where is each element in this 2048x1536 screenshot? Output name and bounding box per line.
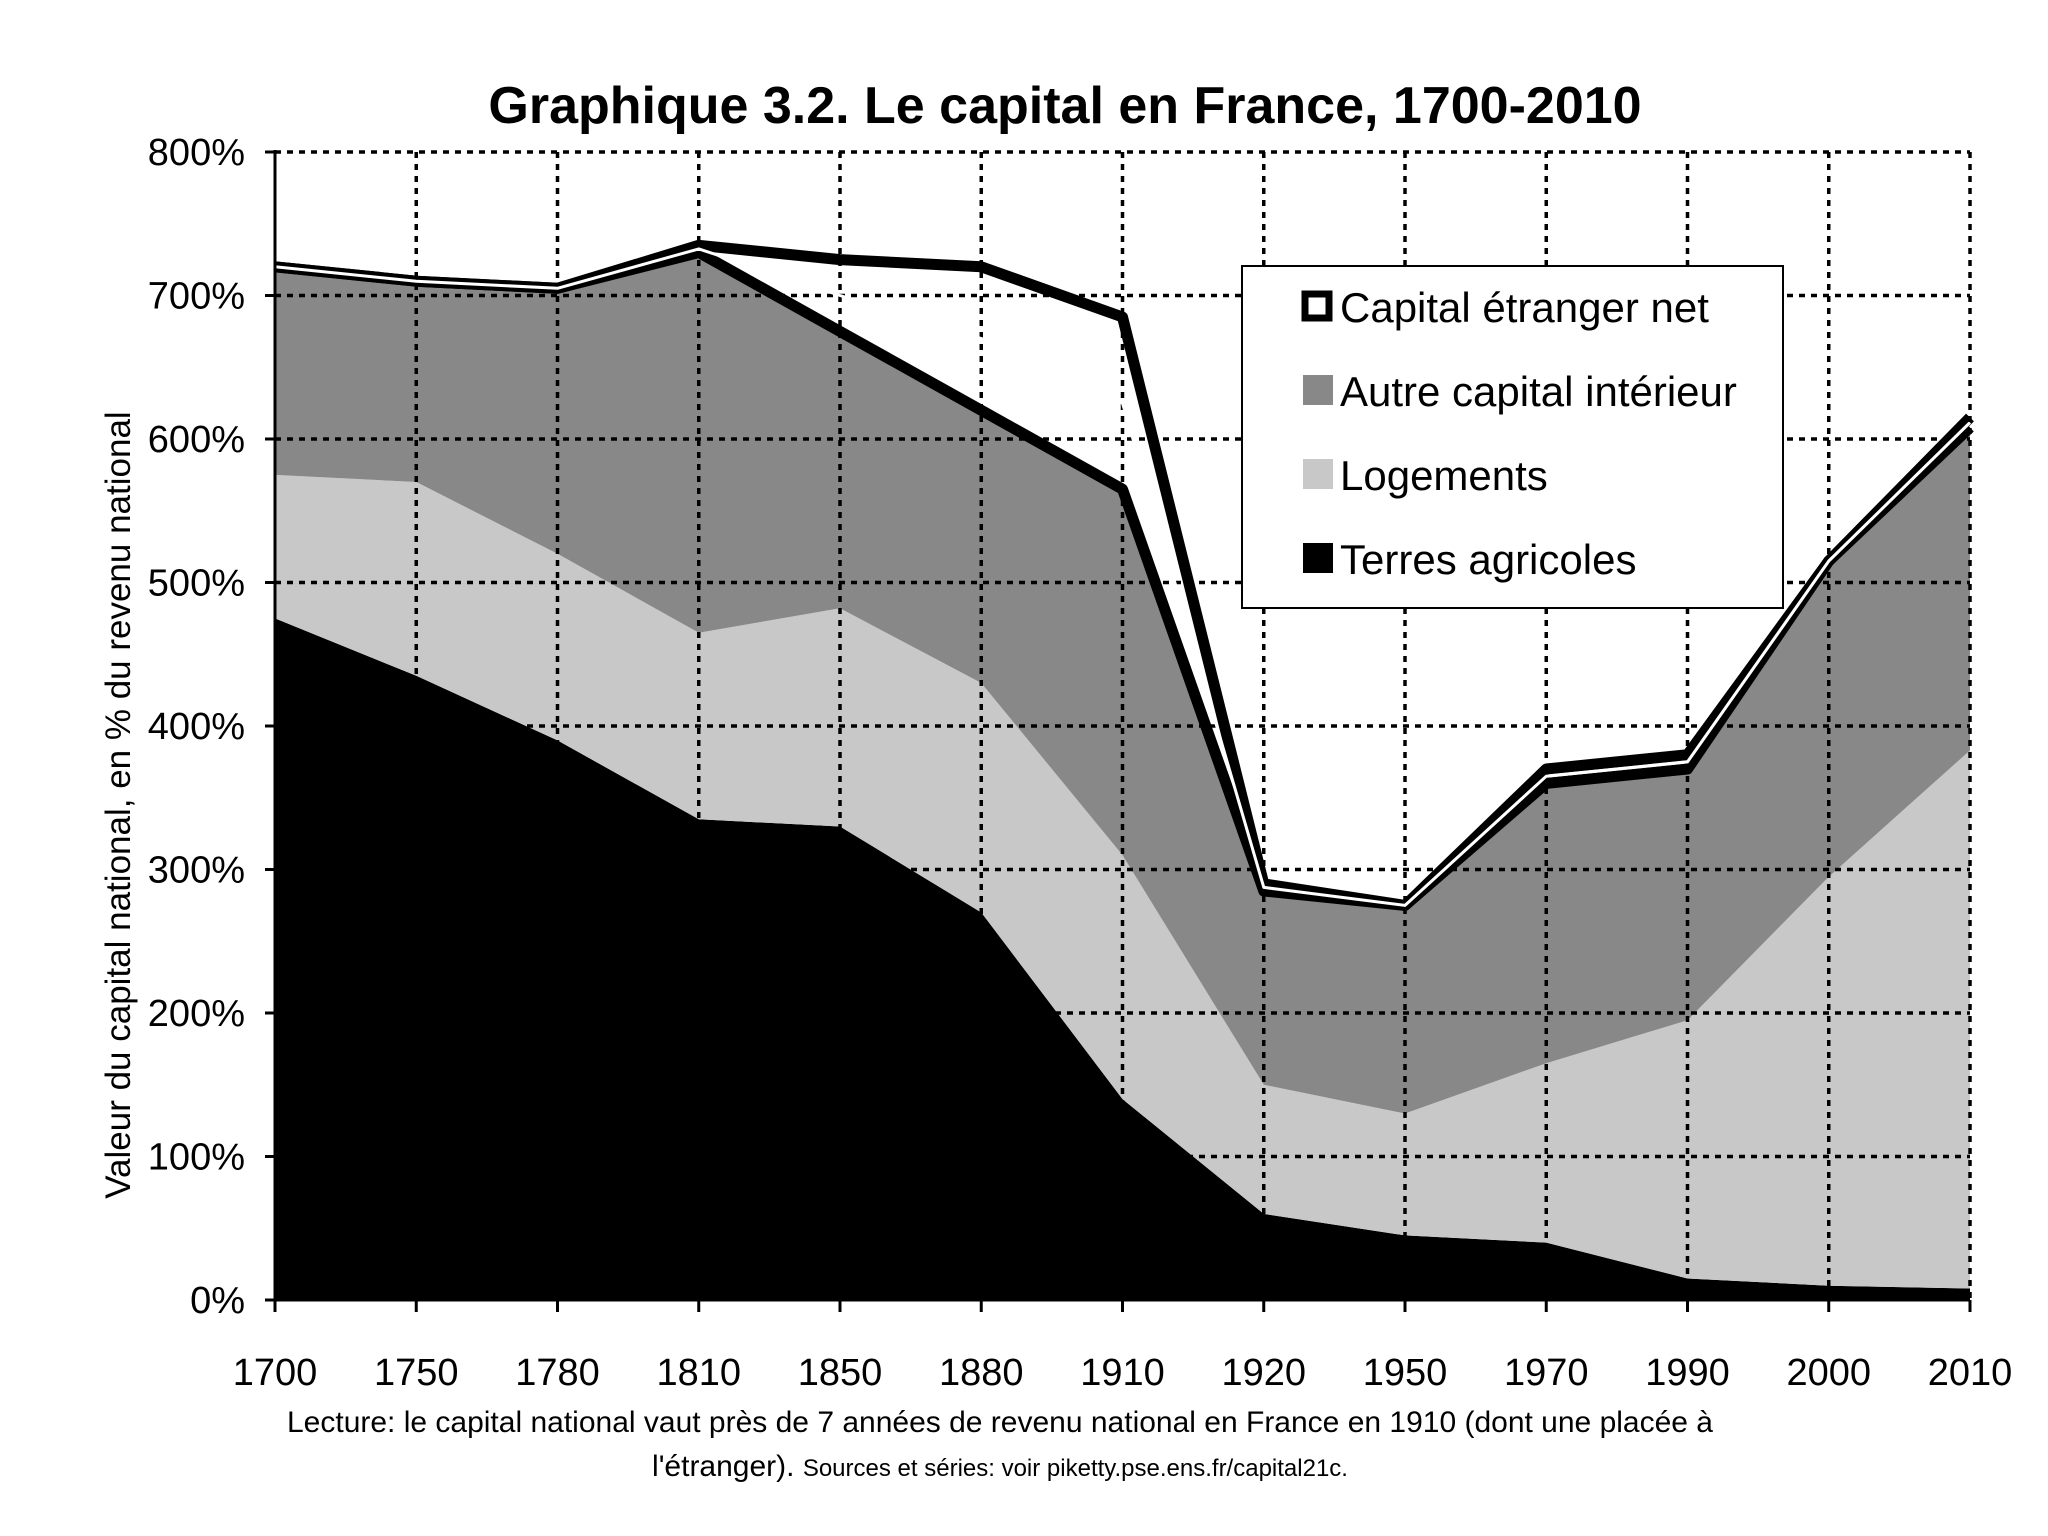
legend-label-logements: Logements — [1340, 452, 1548, 499]
y-tick-label: 100% — [148, 1137, 245, 1179]
legend-label-autre-capital-interieur: Autre capital intérieur — [1340, 368, 1737, 415]
y-tick-label: 500% — [148, 563, 245, 605]
legend-label-capital-etranger-net: Capital étranger net — [1340, 284, 1709, 331]
area-capital-etranger-net — [275, 245, 1970, 906]
x-tick-label: 1990 — [1645, 1352, 1730, 1394]
legend-swatch-capital-etranger-net — [1301, 290, 1333, 322]
y-tick-label: 300% — [148, 850, 245, 892]
x-tick-label: 1950 — [1363, 1352, 1448, 1394]
y-tick-labels: 0% 100% 200% 300% 400% 500% 600% 700% 800% — [148, 132, 245, 1322]
line-foreign-capital-band — [274, 247, 1972, 907]
y-tick-label: 200% — [148, 993, 245, 1035]
axes — [265, 150, 1972, 1312]
legend-swatch-terres-agricoles — [1303, 543, 1333, 573]
x-tick-label: 1750 — [374, 1352, 459, 1394]
legend-swatch-autre-capital-interieur — [1303, 375, 1333, 405]
y-tick-label: 700% — [148, 276, 245, 318]
x-tick-label: 2010 — [1928, 1352, 2013, 1394]
reading-note-line2: l'étranger). Sources et séries: voir pik… — [652, 1450, 1348, 1483]
x-tick-label: 1700 — [233, 1352, 318, 1394]
y-tick-label: 0% — [190, 1280, 245, 1322]
reading-note-continuation: l'étranger). — [652, 1450, 803, 1483]
x-tick-label: 1880 — [939, 1352, 1024, 1394]
x-tick-label: 1910 — [1080, 1352, 1165, 1394]
legend-swatch-logements — [1303, 459, 1333, 489]
outline-layers — [274, 239, 1974, 911]
reading-note: Lecture: le capital national vaut près d… — [287, 1406, 1713, 1439]
x-tick-label: 1920 — [1221, 1352, 1306, 1394]
sources-note: Sources et séries: voir piketty.pse.ens.… — [803, 1455, 1348, 1482]
x-tick-label: 1850 — [798, 1352, 883, 1394]
x-tick-label: 2000 — [1786, 1352, 1871, 1394]
area-logements — [275, 474, 1970, 1289]
y-tick-label: 600% — [148, 419, 245, 461]
y-tick-label: 800% — [148, 132, 245, 174]
chart-title: Graphique 3.2. Le capital en France, 170… — [488, 77, 1641, 135]
x-tick-label: 1970 — [1504, 1352, 1589, 1394]
x-tick-labels: 1700 1750 1780 1810 1850 1880 1910 1920 1950 1970… — [233, 1352, 2013, 1394]
legend-label-terres-agricoles: Terres agricoles — [1340, 536, 1636, 583]
x-tick-label: 1810 — [656, 1352, 741, 1394]
y-tick-label: 400% — [148, 706, 245, 748]
y-axis-label: Valeur du capital national, en % du reve… — [99, 411, 138, 1198]
x-tick-label: 1780 — [515, 1352, 600, 1394]
legend: Capital étranger net Autre capital intéri… — [1241, 265, 1784, 609]
